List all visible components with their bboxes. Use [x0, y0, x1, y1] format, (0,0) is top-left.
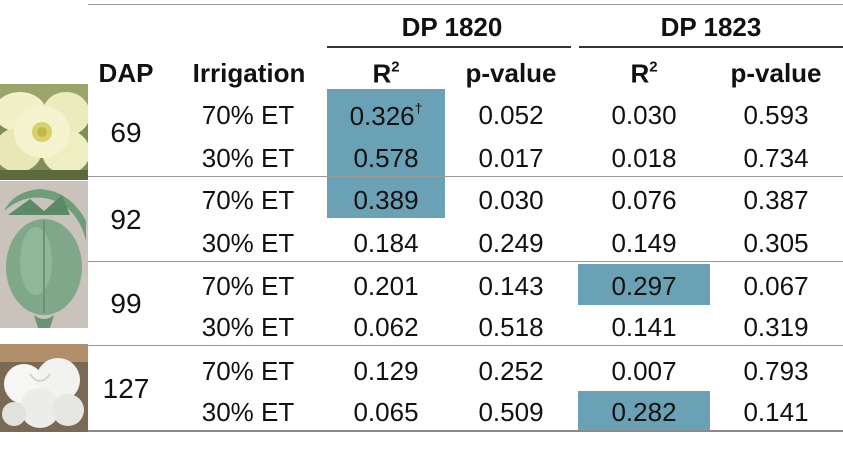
pvalue-dp1820-cell: 0.249: [478, 228, 544, 258]
r2-dp1823-cell: 0.018: [611, 143, 677, 173]
r2-dp1823-cell: 0.282: [611, 397, 677, 427]
pvalue-dp1820-cell: 0.017: [478, 143, 544, 173]
r2-dp1820-cell: 0.129: [353, 356, 419, 386]
r2-dp1823-cell: 0.076: [611, 185, 677, 215]
r2-superscript: 2: [391, 58, 400, 76]
dap-cell-99: 99: [110, 288, 142, 319]
dap-cell-92: 92: [110, 204, 142, 235]
pvalue-dp1823-cell: 0.067: [743, 271, 809, 301]
dap-cell-127: 127: [102, 373, 150, 404]
r2-value: 0.326: [349, 101, 415, 131]
r2-superscript: 2: [649, 58, 658, 76]
r2-base: R: [630, 58, 650, 89]
pvalue-dp1823-cell: 0.141: [743, 397, 809, 427]
irrigation-cell: 30% ET: [201, 312, 295, 342]
r2-dp1820-cell: 0.326†: [350, 101, 423, 129]
group-header-dp1820: DP 1820: [401, 12, 503, 42]
group-underline-dp1820: [327, 46, 571, 48]
col-header-r2-dp1823: R2: [630, 60, 657, 87]
pvalue-dp1823-cell: 0.793: [743, 356, 809, 386]
group-underline-dp1823: [579, 46, 843, 48]
cotton-boll-open-image: [0, 344, 88, 432]
irrigation-cell: 70% ET: [201, 185, 295, 215]
highlight-r2-127-30-dp1823: [578, 391, 710, 430]
pvalue-dp1820-cell: 0.052: [478, 100, 544, 130]
r2-dp1823-cell: 0.149: [611, 228, 677, 258]
col-header-r2-dp1820: R2: [372, 60, 399, 87]
row-rule-127: [88, 345, 843, 346]
highlight-r2-69-70-dp1820: [327, 89, 445, 135]
highlight-r2-69-30-dp1820: [327, 135, 445, 177]
pvalue-dp1823-cell: 0.387: [743, 185, 809, 215]
pvalue-dp1823-cell: 0.734: [743, 143, 809, 173]
highlight-r2-99-70-dp1823: [578, 264, 710, 305]
pvalue-dp1820-cell: 0.252: [478, 356, 544, 386]
pvalue-dp1820-cell: 0.518: [478, 312, 544, 342]
col-header-dap: DAP: [98, 58, 154, 88]
irrigation-cell: 30% ET: [201, 397, 295, 427]
cotton-boll-green-image: [0, 181, 88, 328]
r2-base: R: [372, 58, 392, 89]
pvalue-dp1823-cell: 0.319: [743, 312, 809, 342]
pvalue-dp1820-cell: 0.509: [478, 397, 544, 427]
r2-dp1820-cell: 0.389: [353, 185, 419, 215]
r2-dp1823-cell: 0.030: [611, 100, 677, 130]
r2-dp1823-cell: 0.141: [611, 312, 677, 342]
irrigation-cell: 70% ET: [201, 271, 295, 301]
r2-dp1823-cell: 0.297: [611, 271, 677, 301]
group-header-dp1823: DP 1823: [660, 12, 762, 42]
col-header-pvalue-dp1823: p-value: [730, 58, 822, 88]
r2-dp1823-cell: 0.007: [611, 356, 677, 386]
irrigation-cell: 30% ET: [201, 143, 295, 173]
r2-dp1820-cell: 0.062: [353, 312, 419, 342]
dagger-footnote-mark: †: [414, 100, 423, 116]
irrigation-cell: 70% ET: [201, 356, 295, 386]
irrigation-cell: 30% ET: [201, 228, 295, 258]
pvalue-dp1820-cell: 0.143: [478, 271, 544, 301]
r2-dp1820-cell: 0.201: [353, 271, 419, 301]
row-rule-92: [88, 176, 843, 177]
col-header-pvalue-dp1820: p-value: [465, 58, 557, 88]
table-top-rule: [88, 4, 843, 5]
pvalue-dp1823-cell: 0.305: [743, 228, 809, 258]
row-rule-99: [88, 261, 843, 262]
highlight-r2-92-70-dp1820: [327, 177, 445, 218]
r2-dp1820-cell: 0.578: [353, 143, 419, 173]
pvalue-dp1823-cell: 0.593: [743, 100, 809, 130]
r2-dp1820-cell: 0.184: [353, 228, 419, 258]
irrigation-cell: 70% ET: [201, 100, 295, 130]
dap-cell-69: 69: [110, 117, 142, 148]
r2-dp1820-cell: 0.065: [353, 397, 419, 427]
col-header-irrigation: Irrigation: [192, 58, 306, 88]
cotton-flower-image: [0, 84, 88, 180]
pvalue-dp1820-cell: 0.030: [478, 185, 544, 215]
table-bottom-rule: [88, 430, 843, 432]
